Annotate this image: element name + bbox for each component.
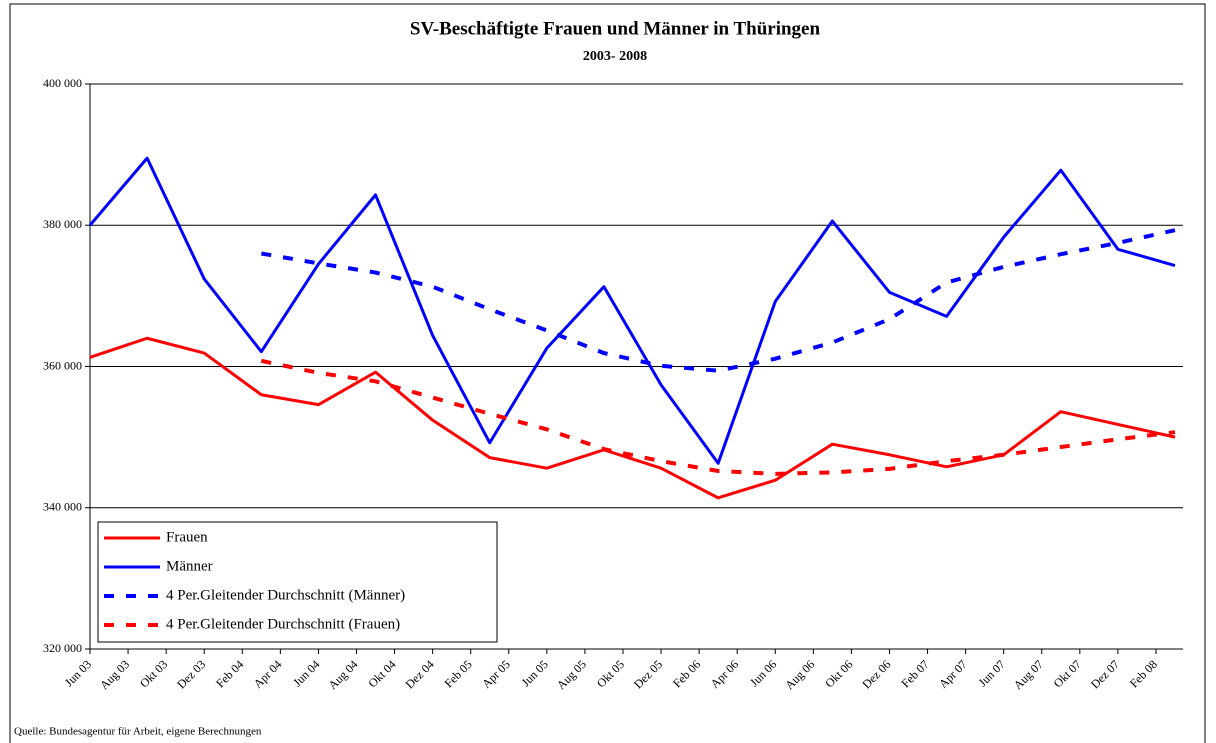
series-line (89, 336, 1176, 500)
y-tick-label: 320 000 (43, 641, 82, 655)
y-tick-label: 380 000 (43, 217, 82, 231)
y-tick-label: 360 000 (43, 358, 82, 372)
series-line (88, 156, 1176, 465)
y-tick-label: 340 000 (43, 500, 82, 514)
legend-label: 4 Per.Gleitender Durchschnitt (Männer) (166, 587, 405, 603)
legend-label: 4 Per.Gleitender Durchschnitt (Frauen) (166, 616, 400, 632)
chart-title: SV-Beschäftigte Frauen und Männer in Thü… (410, 18, 821, 39)
legend-label: Männer (166, 558, 213, 574)
series-line (260, 228, 1176, 373)
chart-subtitle: 2003- 2008 (583, 49, 647, 64)
y-tick-label: 400 000 (43, 76, 82, 90)
source-note: Quelle: Bundesagentur für Arbeit, eigene… (14, 726, 262, 738)
legend-label: Frauen (166, 529, 208, 545)
series-line (260, 358, 1176, 476)
legend-box (97, 521, 498, 643)
